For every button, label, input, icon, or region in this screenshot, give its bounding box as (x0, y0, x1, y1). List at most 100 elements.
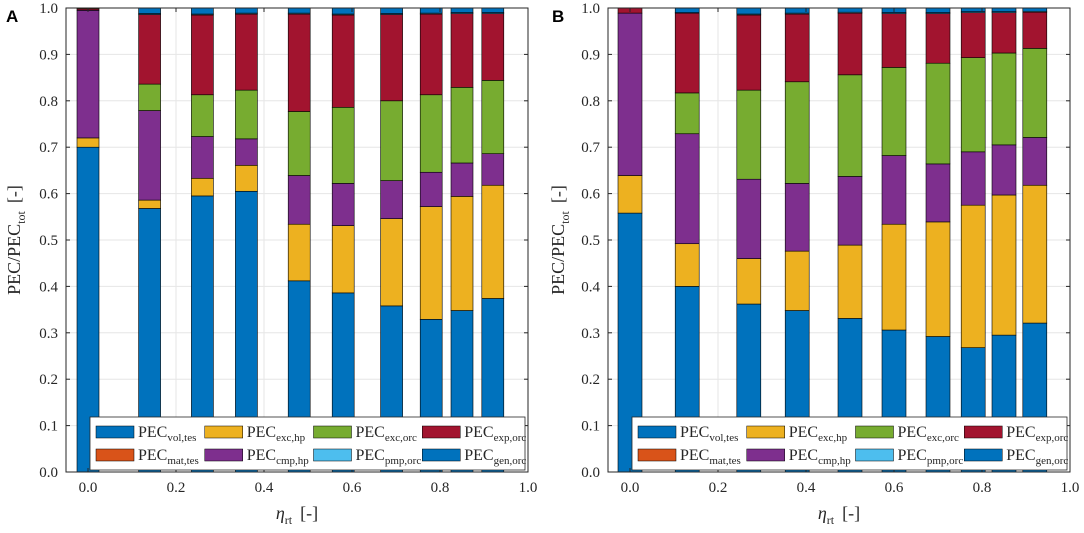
panel-b-xlabel-symbol: η (818, 503, 827, 523)
panel-a-bar-cmp_hp-1 (139, 111, 161, 201)
panel-a-bar-exc_hp-0 (77, 138, 99, 147)
panel-b-ytick-label: 0.0 (581, 465, 600, 481)
panel-a-bar-gen_orc-3 (235, 8, 257, 13)
panel-b-legend-swatch-exc_hp (747, 426, 785, 438)
panel-a-ytick-label: 0.5 (39, 233, 58, 249)
panel-b-legend-swatch-exc_orc (856, 426, 894, 438)
panel-b-ytick-label: 0.1 (581, 419, 600, 435)
panel-b-legend-base: PEC (898, 447, 927, 464)
panel-a-legend-swatch-exc_orc (314, 426, 352, 438)
panel-a-ytick-label: 0.0 (39, 465, 58, 481)
panel-a-ylabel-main: PEC/PEC (4, 224, 24, 295)
panel-b-ylabel-sub: tot (558, 210, 572, 223)
panel-a-legend-base: PEC (138, 447, 167, 464)
panel-a-bar-exc_orc-2 (191, 95, 213, 137)
panel-b-bar-exc_orc-4 (838, 75, 862, 177)
panel-b-legend-sub: exp,orc (1036, 432, 1069, 444)
panel-a-bar-exp_orc-7 (420, 14, 442, 95)
panel-b-legend-sub: exc,hp (818, 432, 848, 444)
panel-b-xlabel-unit: [-] (842, 503, 860, 523)
panel-b-bar-exc_orc-8 (992, 53, 1016, 145)
panel-a-ytick-label: 1.0 (39, 1, 58, 17)
panel-a-ylabel-unit: [-] (4, 185, 24, 203)
panel-b-panel-letter: B (552, 7, 564, 26)
panel-a-bar-exp_orc-1 (139, 14, 161, 84)
panel-b-ytick-label: 0.5 (581, 233, 600, 249)
panel-b-bar-exp_orc-4 (838, 13, 862, 75)
panel-a-legend-sub: exc,orc (385, 432, 417, 444)
panel-b-bar-exc_orc-6 (926, 63, 950, 164)
panel-b-bar-cmp_hp-5 (882, 156, 906, 225)
panel-a-legend-swatch-mat_tes (96, 449, 134, 461)
panel-a-bar-exc_hp-7 (420, 207, 442, 320)
panel-a-bar-exc_hp-1 (139, 200, 161, 208)
panel-a-bar-exp_orc-9 (482, 14, 504, 81)
panel-a-bar-gen_orc-7 (420, 8, 442, 13)
panel-a-legend-swatch-vol_tes (96, 426, 134, 438)
panel-b-legend-base: PEC (680, 447, 709, 464)
panel-b-bar-cmp_hp-4 (838, 176, 862, 245)
panel-a-ytick-label: 0.6 (39, 187, 58, 203)
panel-a-y-axis-label: PEC/PECtot [-] (4, 185, 28, 295)
panel-b-legend-swatch-cmp_hp (747, 449, 785, 461)
panel-b-ytick-label: 0.9 (581, 47, 600, 63)
panel-a-bar-exc_hp-9 (482, 185, 504, 298)
panel-a-bar-cmp_hp-4 (288, 176, 310, 225)
panel-b-bar-exp_orc-3 (785, 14, 809, 82)
panel-b-legend-base: PEC (789, 424, 818, 441)
panel-a-bar-exc_orc-6 (381, 101, 403, 181)
panel-a-bar-gen_orc-2 (191, 8, 213, 14)
panel-b-xtick-label: 0.4 (797, 480, 816, 496)
panel-a-x-axis-label: ηrt[-] (276, 503, 318, 527)
panel-a-legend-swatch-gen_orc (422, 449, 460, 461)
panel-a-ylabel-sub: tot (14, 210, 28, 223)
panel-b-bar-gen_orc-2 (737, 8, 761, 14)
panel-b-legend-sub: exc,orc (927, 432, 959, 444)
panel-a-ytick-label: 0.7 (39, 140, 58, 156)
panel-b-legend-sub: mat,tes (709, 455, 740, 467)
panel-a-bar-exp_orc-5 (332, 15, 354, 107)
panel-a-legend-base: PEC (247, 447, 276, 464)
panel-a-bar-cmp_hp-0 (77, 10, 99, 138)
panel-a-bar-cmp_hp-5 (332, 183, 354, 225)
panel-b-legend-sub: vol,tes (709, 432, 738, 444)
panel-a-bar-gen_orc-8 (451, 8, 473, 13)
panel-a-bar-exc_orc-8 (451, 87, 473, 163)
panel-a-bar-exc_orc-7 (420, 95, 442, 172)
panel-b-bar-exc_hp-9 (1023, 185, 1047, 323)
panel-a-bar-exp_orc-8 (451, 14, 473, 88)
panel-a-bar-cmp_hp-3 (235, 139, 257, 165)
panel-a-xtick-label: 0.4 (255, 480, 274, 496)
panel-a-xtick-label: 0.0 (79, 480, 98, 496)
panel-a-bar-exp_orc-2 (191, 15, 213, 95)
panel-a-xtick-label: 0.6 (343, 480, 362, 496)
panel-b-xtick-label: 0.2 (709, 480, 728, 496)
panel-b-bar-exc_orc-7 (961, 58, 985, 152)
panel-b-x-axis-label: ηrt[-] (818, 503, 860, 527)
panel-a-legend-base: PEC (356, 447, 385, 464)
panel-a-bar-exc_hp-4 (288, 224, 310, 281)
panel-a-legend-sub: exp,orc (494, 432, 527, 444)
panel-a-legend-sub: vol,tes (167, 432, 196, 444)
panel-b-bar-cmp_hp-8 (992, 145, 1016, 195)
panel-b-bar-exc_hp-4 (838, 245, 862, 318)
panel-a-legend-base: PEC (138, 424, 167, 441)
panel-a-ytick-label: 0.8 (39, 94, 58, 110)
panel-a-bar-exc_orc-5 (332, 107, 354, 183)
panel-b-bar-cmp_hp-3 (785, 183, 809, 251)
panel-a-ytick-label: 0.9 (39, 47, 58, 63)
panel-b-legend-base: PEC (1006, 447, 1035, 464)
panel-a-ytick-label: 0.1 (39, 419, 58, 435)
panel-b-bar-gen_orc-4 (838, 8, 862, 12)
panel-a-legend-base: PEC (464, 447, 493, 464)
panel-b-bar-cmp_hp-1 (675, 134, 699, 244)
panel-b-bar-gen_orc-8 (992, 8, 1016, 12)
panel-a-bar-exc_hp-6 (381, 219, 403, 306)
panel-b-bar-exc_hp-0 (618, 176, 642, 214)
panel-b-bar-exc_hp-3 (785, 251, 809, 310)
panel-b-ylabel-unit: [-] (548, 185, 568, 203)
panel-a-bar-exc_orc-9 (482, 80, 504, 153)
